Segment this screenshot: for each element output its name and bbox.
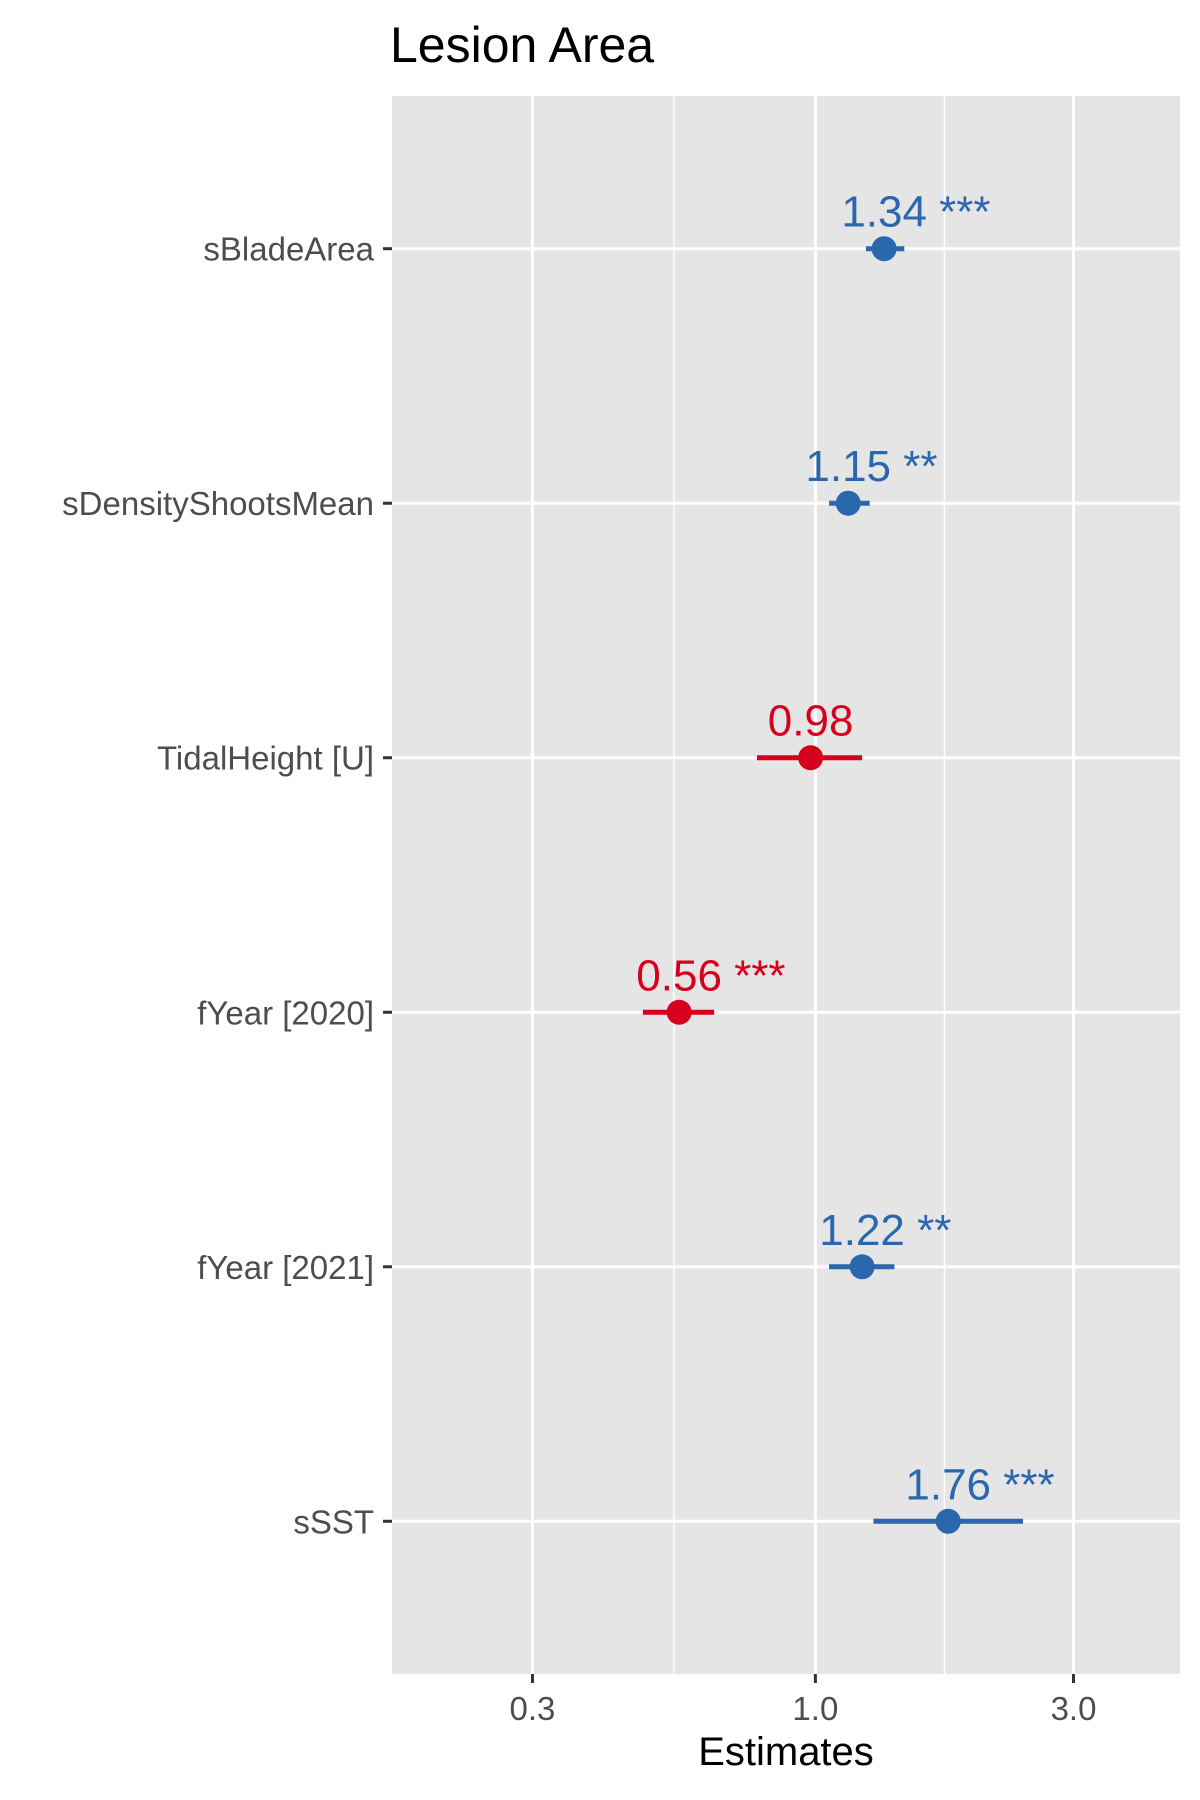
estimate-point [798, 745, 824, 771]
data-label: 1.76 *** [905, 1460, 1054, 1509]
x-axis: 0.3 1.0 3.0 [510, 1674, 1097, 1727]
data-label: 1.22 ** [819, 1206, 951, 1255]
y-tick-label: fYear [2020] [197, 994, 374, 1031]
x-axis-label: Estimates [698, 1730, 874, 1774]
x-tick-label: 0.3 [510, 1690, 556, 1727]
estimate-point [935, 1508, 961, 1534]
chart-title: Lesion Area [390, 17, 654, 73]
data-label: 0.56 *** [636, 951, 785, 1000]
estimate-point [871, 236, 897, 262]
y-tick-label: fYear [2021] [197, 1249, 374, 1286]
x-tick-label: 3.0 [1051, 1690, 1097, 1727]
y-tick-label: sDensityShootsMean [62, 485, 374, 522]
estimates: 1.34 *** 1.15 ** 0.98 0.56 *** 1.22 ** 1.76 *… [636, 188, 1055, 1534]
major-gridlines [392, 96, 1180, 1674]
data-label: 1.34 *** [841, 188, 990, 237]
estimate-point [835, 490, 861, 516]
y-tick-label: TidalHeight [U] [157, 740, 374, 777]
plot-panel [392, 96, 1180, 1674]
y-tick-label: sBladeArea [203, 231, 374, 268]
y-axis: sBladeArea sDensityShootsMean TidalHeight … [62, 231, 392, 1540]
x-tick-label: 1.0 [792, 1690, 838, 1727]
y-tick-label: sSST [293, 1503, 374, 1540]
estimate-point [849, 1254, 875, 1280]
data-label: 0.98 [768, 697, 854, 746]
estimate-point [666, 999, 692, 1025]
data-label: 1.15 ** [805, 442, 937, 491]
minor-gridlines [673, 96, 946, 1674]
